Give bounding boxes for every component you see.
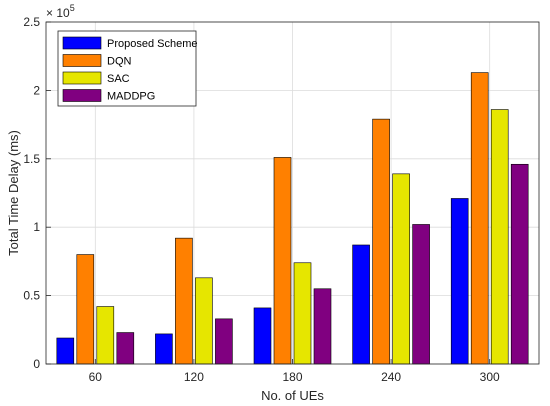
y-ticks: 0 0.5 1 1.5 2 2.5	[23, 15, 51, 371]
x-tick-label: 60	[89, 370, 103, 384]
y-tick-label: 1.5	[23, 152, 40, 166]
bar	[450, 198, 469, 365]
bar	[352, 244, 370, 365]
bar	[313, 288, 332, 365]
bar	[253, 307, 272, 365]
legend-label: SAC	[107, 73, 130, 85]
x-tick-label: 180	[282, 370, 302, 384]
y-tick-label: 0.5	[23, 289, 40, 303]
bar	[175, 237, 193, 365]
bar	[510, 163, 529, 365]
legend-swatch	[62, 36, 102, 50]
x-tick-label: 120	[184, 370, 204, 384]
bar	[96, 306, 115, 365]
legend-label: DQN	[107, 56, 132, 68]
bar	[293, 262, 312, 365]
x-ticks: 60 120 180 240 300	[89, 359, 500, 384]
bar	[490, 109, 509, 365]
legend-label: Proposed Scheme	[107, 38, 198, 50]
legend-swatch	[62, 54, 102, 67]
y-axis-title: Total Time Delay (ms)	[6, 130, 21, 256]
bar	[372, 118, 390, 365]
y-tick-label: 2	[33, 83, 40, 97]
legend-swatch	[62, 89, 102, 102]
legend: Proposed Scheme DQN SAC MADDPG	[57, 30, 198, 107]
x-tick-label: 300	[480, 370, 500, 384]
bar	[215, 318, 233, 365]
bar	[195, 277, 213, 365]
bar	[116, 332, 135, 365]
y-tick-label: 2.5	[23, 15, 40, 29]
bar	[392, 173, 410, 365]
bar	[155, 333, 173, 365]
legend-label: MADDPG	[107, 91, 155, 103]
bar	[412, 224, 430, 365]
bar	[273, 157, 292, 365]
x-tick-label: 240	[381, 370, 401, 384]
y-tick-label: 1	[33, 220, 40, 234]
legend-swatch	[62, 71, 102, 85]
x-axis-title: No. of UEs	[261, 388, 324, 403]
bar	[56, 337, 75, 365]
y-exponent-label: × 105	[46, 3, 75, 20]
y-tick-label: 0	[33, 357, 40, 371]
bars	[56, 72, 529, 365]
bar	[76, 254, 95, 365]
bar	[470, 72, 489, 365]
